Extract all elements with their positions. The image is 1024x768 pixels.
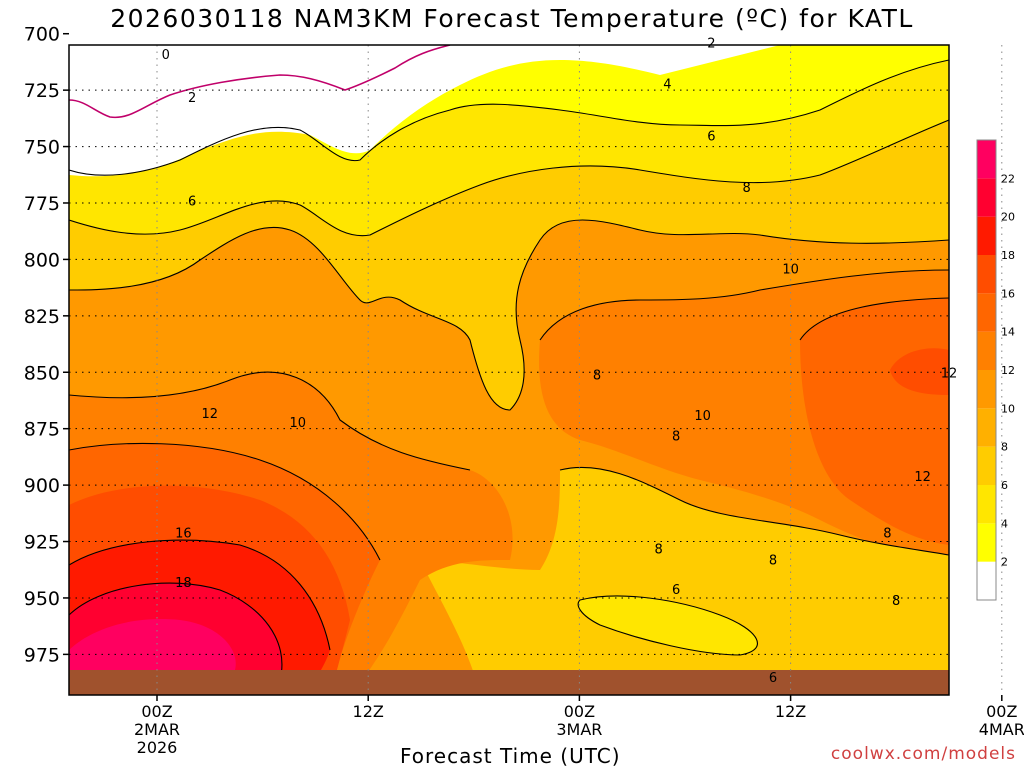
colorbar-label: 20 — [1001, 211, 1015, 224]
contour-label: 2 — [707, 37, 715, 52]
colorbar-label: 22 — [1001, 172, 1015, 185]
x-tick-label: 00Z — [986, 702, 1017, 721]
colorbar: 2 4 6 8 10 12 14 16 18 20 22 — [976, 139, 1015, 601]
plot-frame — [68, 44, 950, 696]
x-tick-label: 4MAR — [979, 720, 1024, 739]
contour-label: 10 — [290, 416, 307, 431]
colorbar-swatch — [977, 216, 996, 255]
contour-12-west — [69, 442, 381, 561]
x-tick-label: 12Z — [353, 702, 384, 721]
chart-title: 2026030118 NAM3KM Forecast Temperature (… — [110, 4, 914, 33]
contour-label: 8 — [883, 527, 891, 542]
colorbar-label: 8 — [1001, 441, 1008, 454]
contour-2 — [69, 59, 949, 176]
colorbar-swatch — [977, 255, 996, 294]
x-tick-label: 3MAR — [556, 720, 602, 739]
contour-label: 4 — [663, 77, 671, 92]
contour-18-west — [69, 582, 283, 681]
colorbar-swatch — [977, 178, 996, 217]
y-tick-label: 900 — [24, 475, 60, 497]
contour-label: 8 — [593, 369, 601, 384]
contour-label: 16 — [175, 527, 192, 542]
contour-label: 8 — [654, 542, 662, 557]
colorbar-label: 10 — [1001, 402, 1015, 415]
y-tick-label: 850 — [24, 362, 60, 384]
gridlines — [69, 45, 1003, 695]
y-axis: 700 725 750 775 800 825 850 875 900 925 950 975 — [24, 24, 69, 666]
colorbar-frame — [976, 139, 997, 601]
colorbar-swatch — [977, 293, 996, 332]
y-tick-label: 775 — [24, 193, 60, 215]
colorbar-label: 18 — [1001, 249, 1015, 262]
contour-label: 12 — [941, 366, 958, 381]
colorbar-swatch — [977, 408, 996, 447]
y-tick-label: 800 — [24, 249, 60, 271]
contour-label: 0 — [162, 48, 170, 63]
y-tick-label: 725 — [24, 80, 60, 102]
y-tick-label: 825 — [24, 306, 60, 328]
source-credit: coolwx.com/models — [830, 744, 1016, 764]
terrain — [69, 670, 949, 695]
y-tick-label: 975 — [24, 644, 60, 666]
colorbar-label: 14 — [1001, 326, 1015, 339]
contour-label: 6 — [707, 129, 715, 144]
contour-label: 6 — [769, 671, 777, 686]
contour-labels: 0 2 2 4 6 6 8 8 8 8 8 8 8 6 6 10 10 10 12 12 12 16 18 — [162, 37, 958, 686]
colorbar-label: 6 — [1001, 479, 1008, 492]
x-axis-label: Forecast Time (UTC) — [400, 744, 621, 768]
contour-label: 10 — [694, 409, 711, 424]
x-tick-label: 00Z — [564, 702, 595, 721]
y-tick-label: 950 — [24, 588, 60, 610]
colorbar-label: 2 — [1001, 556, 1008, 569]
x-tick-label: 00Z — [141, 702, 172, 721]
colorbar-swatch — [977, 446, 996, 485]
contour-label: 6 — [672, 583, 680, 598]
contour-16-west — [69, 539, 331, 651]
contour-label: 8 — [769, 554, 777, 569]
colorbar-swatch — [977, 370, 996, 409]
contour-6-south — [577, 595, 758, 656]
colorbar-label: 16 — [1001, 287, 1015, 300]
contour-label: 10 — [782, 262, 799, 277]
contour-10-east — [539, 269, 949, 341]
band-6-8-south — [420, 467, 949, 695]
contour-8-south — [559, 466, 949, 556]
colorbar-swatch — [977, 523, 996, 562]
colorbar-swatch — [977, 561, 996, 600]
x-tick-label: 2026 — [137, 738, 178, 757]
contour-label: 12 — [914, 470, 931, 485]
contour-label: 8 — [892, 594, 900, 609]
contour-0 — [69, 45, 451, 119]
contour-8-north — [69, 371, 471, 471]
contour-label: 12 — [202, 407, 219, 422]
band-14-16-east — [890, 348, 949, 395]
contour-field — [69, 45, 949, 695]
band-4-6-south — [578, 595, 758, 655]
contour-label: 8 — [672, 429, 680, 444]
x-tick-label: 12Z — [775, 702, 806, 721]
contour-label: 8 — [742, 181, 750, 196]
contour-12-east — [799, 297, 949, 341]
contour-label: 18 — [175, 576, 192, 591]
colorbar-swatch — [977, 140, 996, 179]
band-0-2-north — [69, 45, 949, 177]
y-tick-label: 875 — [24, 419, 60, 441]
contour-4 — [69, 119, 949, 237]
colorbar-label: 12 — [1001, 364, 1015, 377]
contour-label: 6 — [188, 195, 196, 210]
y-tick-label: 700 — [24, 24, 60, 46]
colorbar-label: 4 — [1001, 517, 1008, 530]
y-tick-label: 925 — [24, 532, 60, 554]
y-tick-label: 750 — [24, 137, 60, 159]
contour-label: 2 — [188, 91, 196, 106]
colorbar-swatch — [977, 331, 996, 370]
x-tick-label: 2MAR — [134, 720, 180, 739]
contour-6 — [69, 219, 949, 411]
region-below-0 — [69, 45, 949, 114]
colorbar-swatch — [977, 485, 996, 524]
